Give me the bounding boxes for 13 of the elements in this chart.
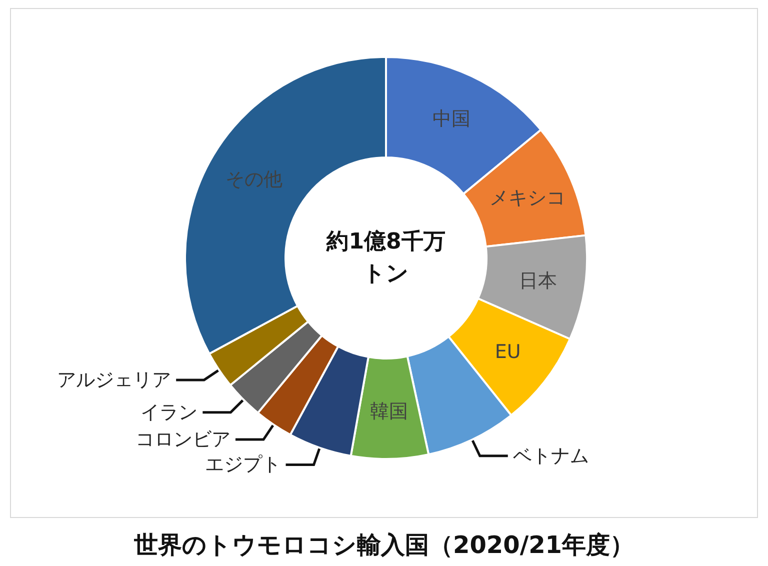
- slice-label: アルジェリア: [57, 368, 172, 391]
- slice-label: EU: [494, 340, 521, 363]
- slice-label: その他: [225, 168, 282, 190]
- slice-label: ベトナム: [512, 444, 589, 467]
- slice-label: 日本: [519, 270, 558, 292]
- text: 約1億8千万トン: [326, 230, 446, 286]
- slice-label: 韓国: [370, 400, 408, 423]
- slice-label: 中国: [432, 108, 470, 130]
- text: 世界のトウモロコシ輸入国（2020/21年度）: [133, 531, 634, 559]
- slice-label: メキシコ: [489, 186, 566, 209]
- slice-label: イラン: [140, 401, 198, 424]
- slice-label: コロンビア: [135, 428, 230, 451]
- slice-label: エジプト: [204, 454, 281, 476]
